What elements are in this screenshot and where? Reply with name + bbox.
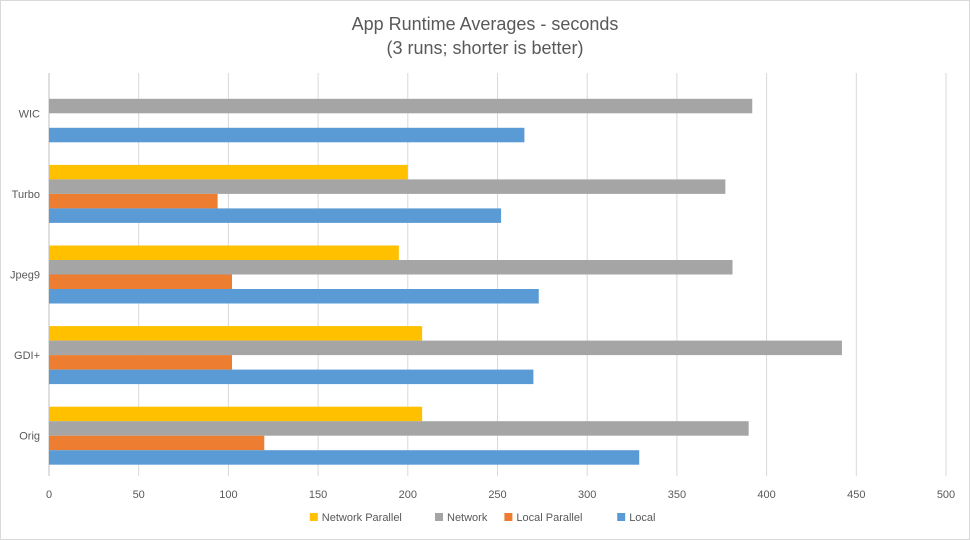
- legend-label: Network: [447, 512, 488, 524]
- x-tick-label: 200: [399, 489, 417, 501]
- bar: [49, 260, 733, 275]
- chart-title: App Runtime Averages - seconds: [351, 14, 619, 34]
- x-tick-label: 150: [309, 489, 327, 501]
- x-tick-label: 50: [133, 489, 145, 501]
- bar: [49, 208, 502, 223]
- category-label: Turbo: [12, 189, 40, 201]
- bar: [49, 164, 408, 180]
- bar: [49, 289, 539, 304]
- legend-label: Local Parallel: [516, 512, 582, 524]
- bar: [49, 179, 726, 194]
- x-tick-label: 400: [757, 489, 775, 501]
- x-tick-label: 300: [578, 489, 596, 501]
- category-label: GDI+: [14, 350, 40, 362]
- bar: [49, 340, 842, 356]
- bar: [49, 274, 232, 289]
- category-label: Orig: [19, 431, 40, 443]
- bar: [49, 450, 640, 465]
- x-tick-label: 350: [668, 489, 686, 501]
- legend-swatch: [504, 513, 513, 521]
- legend-label: Network Parallel: [322, 512, 402, 524]
- legend-swatch: [435, 513, 443, 521]
- bar: [49, 435, 265, 451]
- legend-swatch: [309, 513, 318, 521]
- legend-label: Local: [629, 512, 655, 524]
- x-tick-label: 100: [219, 489, 237, 501]
- bar: [49, 406, 423, 422]
- bar: [49, 369, 534, 385]
- category-label: Jpeg9: [10, 270, 40, 282]
- bar: [49, 127, 525, 143]
- x-tick-label: 250: [488, 489, 506, 501]
- bar: [49, 421, 749, 436]
- chart-subtitle: (3 runs; shorter is better): [386, 38, 584, 58]
- bar: [49, 245, 399, 260]
- legend-swatch: [617, 513, 626, 521]
- x-tick-label: 450: [847, 489, 865, 501]
- bar: [49, 326, 423, 341]
- bar: [49, 355, 232, 370]
- x-tick-label: 0: [46, 489, 52, 501]
- category-label: WIC: [19, 108, 40, 120]
- bar: [49, 98, 753, 114]
- bar: [49, 193, 218, 209]
- x-tick-label: 500: [937, 489, 955, 501]
